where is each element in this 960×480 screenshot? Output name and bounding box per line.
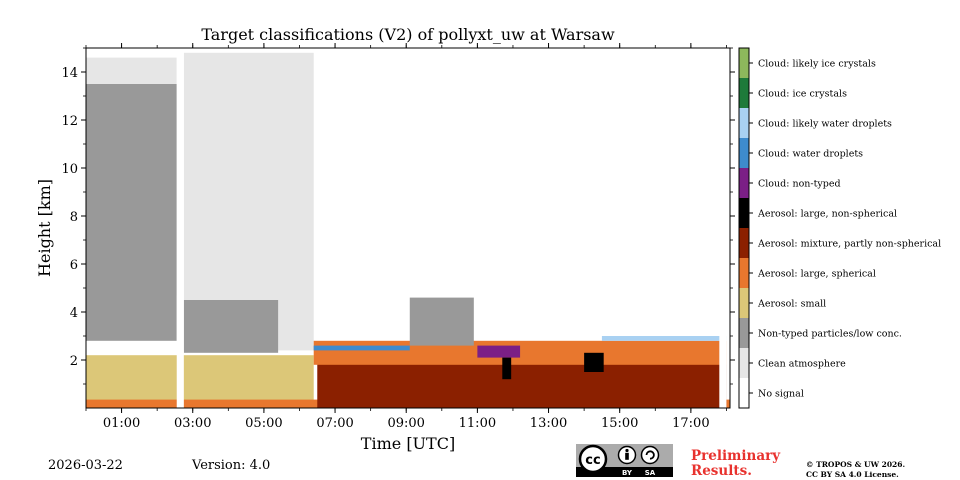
class-region-11 xyxy=(584,352,604,372)
colorbar-swatch-4 xyxy=(739,258,749,288)
colorbar-swatch-1 xyxy=(739,348,749,378)
colorbar-label-1: Clean atmosphere xyxy=(758,359,846,370)
class-region-14 xyxy=(176,48,184,408)
y-axis-label: Height [km] xyxy=(35,179,54,277)
y-tick-label-5: 12 xyxy=(61,114,78,129)
colorbar-label-3: Aerosol: small xyxy=(757,299,826,310)
y-tick-label-6: 14 xyxy=(61,66,78,81)
x-tick-label-2: 05:00 xyxy=(245,416,282,431)
colorbar-swatch-3 xyxy=(739,288,749,318)
copyright-line1: © TROPOS & UW 2026. xyxy=(806,460,906,469)
plot-frame xyxy=(85,47,731,409)
colorbar-label-2: Non-typed particles/low conc. xyxy=(758,329,902,340)
y-tick-label-1: 4 xyxy=(70,306,78,321)
colorbar-label-8: Cloud: water droplets xyxy=(758,149,863,160)
class-region-9 xyxy=(477,345,521,358)
class-region-12 xyxy=(313,345,410,351)
preliminary-note: Preliminary Results. xyxy=(691,449,780,479)
colorbar-swatch-11 xyxy=(739,48,749,78)
sa-label: SA xyxy=(645,469,656,477)
x-tick-label-1: 03:00 xyxy=(174,416,211,431)
colorbar-label-0: No signal xyxy=(758,389,804,400)
class-region-1 xyxy=(86,84,177,341)
colorbar-swatch-10 xyxy=(739,78,749,108)
class-region-8 xyxy=(409,297,474,346)
class-region-10 xyxy=(502,357,512,380)
colorbar-label-10: Cloud: ice crystals xyxy=(758,89,847,100)
colorbar-label-4: Aerosol: large, spherical xyxy=(757,269,876,280)
colorbar-swatch-8 xyxy=(739,138,749,168)
date-label: 2026-03-22 xyxy=(48,458,123,473)
class-region-3 xyxy=(183,300,279,353)
y-tick-label-4: 10 xyxy=(61,162,78,177)
share-alike-icon xyxy=(640,445,660,465)
colorbar-label-11: Cloud: likely ice crystals xyxy=(758,59,876,70)
colorbar-label-9: Cloud: likely water droplets xyxy=(758,119,892,130)
cc-symbol: cc xyxy=(585,453,600,468)
colorbar-swatch-5 xyxy=(739,228,749,258)
class-region-4 xyxy=(86,355,314,401)
colorbar-label-7: Cloud: non-typed xyxy=(758,179,841,190)
x-tick-label-0: 01:00 xyxy=(103,416,140,431)
class-region-15 xyxy=(719,48,727,408)
cc-icon xyxy=(578,444,608,474)
x-axis-label: Time [UTC] xyxy=(361,434,455,453)
cc-license-badge: cc BY SA xyxy=(576,444,673,477)
y-tick-label-0: 2 xyxy=(70,354,78,369)
x-tick-label-5: 11:00 xyxy=(459,416,496,431)
colorbar-swatch-6 xyxy=(739,198,749,228)
y-tick-label-2: 6 xyxy=(70,258,78,273)
chart-title: Target classifications (V2) of pollyxt_u… xyxy=(201,25,615,44)
colorbar-swatch-2 xyxy=(739,318,749,348)
colorbar-frame xyxy=(738,47,750,409)
x-tick-label-4: 09:00 xyxy=(387,416,424,431)
colorbar-swatch-9 xyxy=(739,108,749,138)
x-tick-label-6: 13:00 xyxy=(530,416,567,431)
colorbar-label-5: Aerosol: mixture, partly non-spherical xyxy=(757,239,941,250)
copyright-note: © TROPOS & UW 2026. CC BY SA 4.0 License… xyxy=(806,460,905,480)
colorbar-swatch-7 xyxy=(739,168,749,198)
x-tick-label-7: 15:00 xyxy=(601,416,638,431)
by-label: BY xyxy=(622,469,633,477)
version-label: Version: 4.0 xyxy=(192,458,271,473)
x-tick-label-3: 07:00 xyxy=(316,416,353,431)
class-region-13 xyxy=(601,336,727,341)
colorbar-swatch-0 xyxy=(739,378,749,408)
colorbar-label-6: Aerosol: large, non-spherical xyxy=(757,209,897,220)
class-region-7 xyxy=(313,340,727,365)
preliminary-line2: Results. xyxy=(691,463,752,479)
y-tick-label-3: 8 xyxy=(70,210,78,225)
copyright-line2: CC BY SA 4.0 License. xyxy=(806,470,899,479)
x-tick-label-8: 17:00 xyxy=(672,416,709,431)
preliminary-line1: Preliminary xyxy=(691,448,781,464)
